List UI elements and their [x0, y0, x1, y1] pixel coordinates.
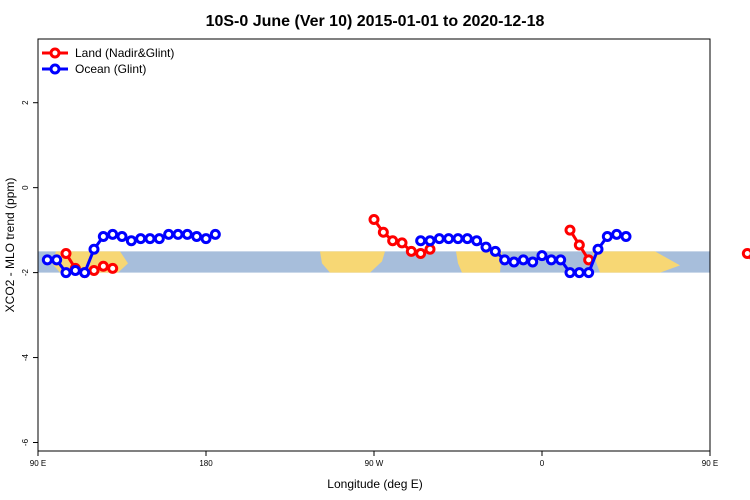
land-data-point [97, 260, 109, 272]
ocean-data-point [620, 231, 632, 243]
ocean-data-point [443, 233, 455, 245]
ocean-data-point [499, 254, 511, 266]
land-mass-2 [320, 251, 385, 273]
legend-ocean-label: Ocean (Glint) [75, 62, 146, 76]
x-tick-label: 180 [199, 459, 213, 468]
ocean-data-point [107, 228, 119, 240]
ocean-data-point [536, 250, 548, 262]
ocean-data-point [555, 254, 567, 266]
land-data-point [573, 239, 585, 251]
legend-land-label: Land (Nadir&Glint) [75, 46, 174, 60]
land-data-point [405, 245, 417, 257]
land-data-point [107, 262, 119, 274]
ocean-data-point [116, 231, 128, 243]
x-axis-label: Longitude (deg E) [327, 477, 422, 491]
ocean-data-point [41, 254, 53, 266]
ocean-data-point [433, 233, 445, 245]
y-tick-label: 0 [21, 185, 30, 190]
ocean-data-point [97, 231, 109, 243]
ocean-data-point [181, 228, 193, 240]
ocean-data-point [611, 228, 623, 240]
land-data-point [377, 226, 389, 238]
land-data-point [424, 243, 436, 255]
land-data-point [741, 247, 750, 259]
legend-land-marker [49, 47, 61, 59]
land-data-point [60, 247, 72, 259]
ocean-data-point [163, 228, 175, 240]
ocean-data-point [527, 256, 539, 268]
ocean-data-point [125, 235, 137, 247]
plot-area: 90 E 180 90 W 0 90 E 2 0 -2 -4 -6 Land (Nadir&Glin… [21, 38, 750, 468]
y-tick-label: -2 [21, 269, 30, 277]
ocean-data-point [480, 241, 492, 253]
ocean-data-point [209, 228, 221, 240]
ocean-data-point [489, 245, 501, 257]
land-data-point [564, 224, 576, 236]
ocean-data-point [545, 254, 557, 266]
ocean-data-point [583, 267, 595, 279]
x-tick-label: 90 E [30, 459, 46, 468]
x-tick-label: 90 W [365, 459, 384, 468]
y-tick-label: 2 [21, 100, 30, 105]
ocean-data-point [573, 267, 585, 279]
ocean-data-point [172, 228, 184, 240]
ocean-data-point [79, 267, 91, 279]
ocean-data-point [471, 235, 483, 247]
ocean-data-point [508, 256, 520, 268]
land-mass-4 [592, 251, 680, 273]
land-data-point [368, 214, 380, 226]
land-data-point [396, 237, 408, 249]
x-tick-label: 90 E [702, 459, 718, 468]
ocean-data-point [60, 267, 72, 279]
ocean-data-point [424, 235, 436, 247]
ocean-data-point [452, 233, 464, 245]
ocean-data-point [135, 233, 147, 245]
y-tick-label: -4 [21, 353, 30, 361]
legend-ocean-marker [49, 63, 61, 75]
ocean-data-point [144, 233, 156, 245]
ocean-data-point [517, 254, 529, 266]
ocean-data-point [69, 264, 81, 276]
ocean-data-point [51, 254, 63, 266]
land-data-point [88, 264, 100, 276]
ocean-data-point [564, 267, 576, 279]
ocean-data-point [592, 243, 604, 255]
chart-title: 10S-0 June (Ver 10) 2015-01-01 to 2020-1… [206, 13, 545, 30]
land-data-point [387, 235, 399, 247]
y-axis-label: XCO2 - MLO trend (ppm) [3, 178, 17, 313]
land-mass-3 [456, 251, 502, 273]
ocean-data-point [601, 231, 613, 243]
ocean-data-point [415, 235, 427, 247]
ocean-data-point [153, 233, 165, 245]
ocean-data-point [88, 243, 100, 255]
ocean-data-point [191, 231, 203, 243]
y-tick-label: -6 [21, 438, 30, 446]
ocean-data-point [461, 233, 473, 245]
x-tick-label: 0 [540, 459, 545, 468]
land-data-point [415, 247, 427, 259]
ocean-data-point [200, 233, 212, 245]
